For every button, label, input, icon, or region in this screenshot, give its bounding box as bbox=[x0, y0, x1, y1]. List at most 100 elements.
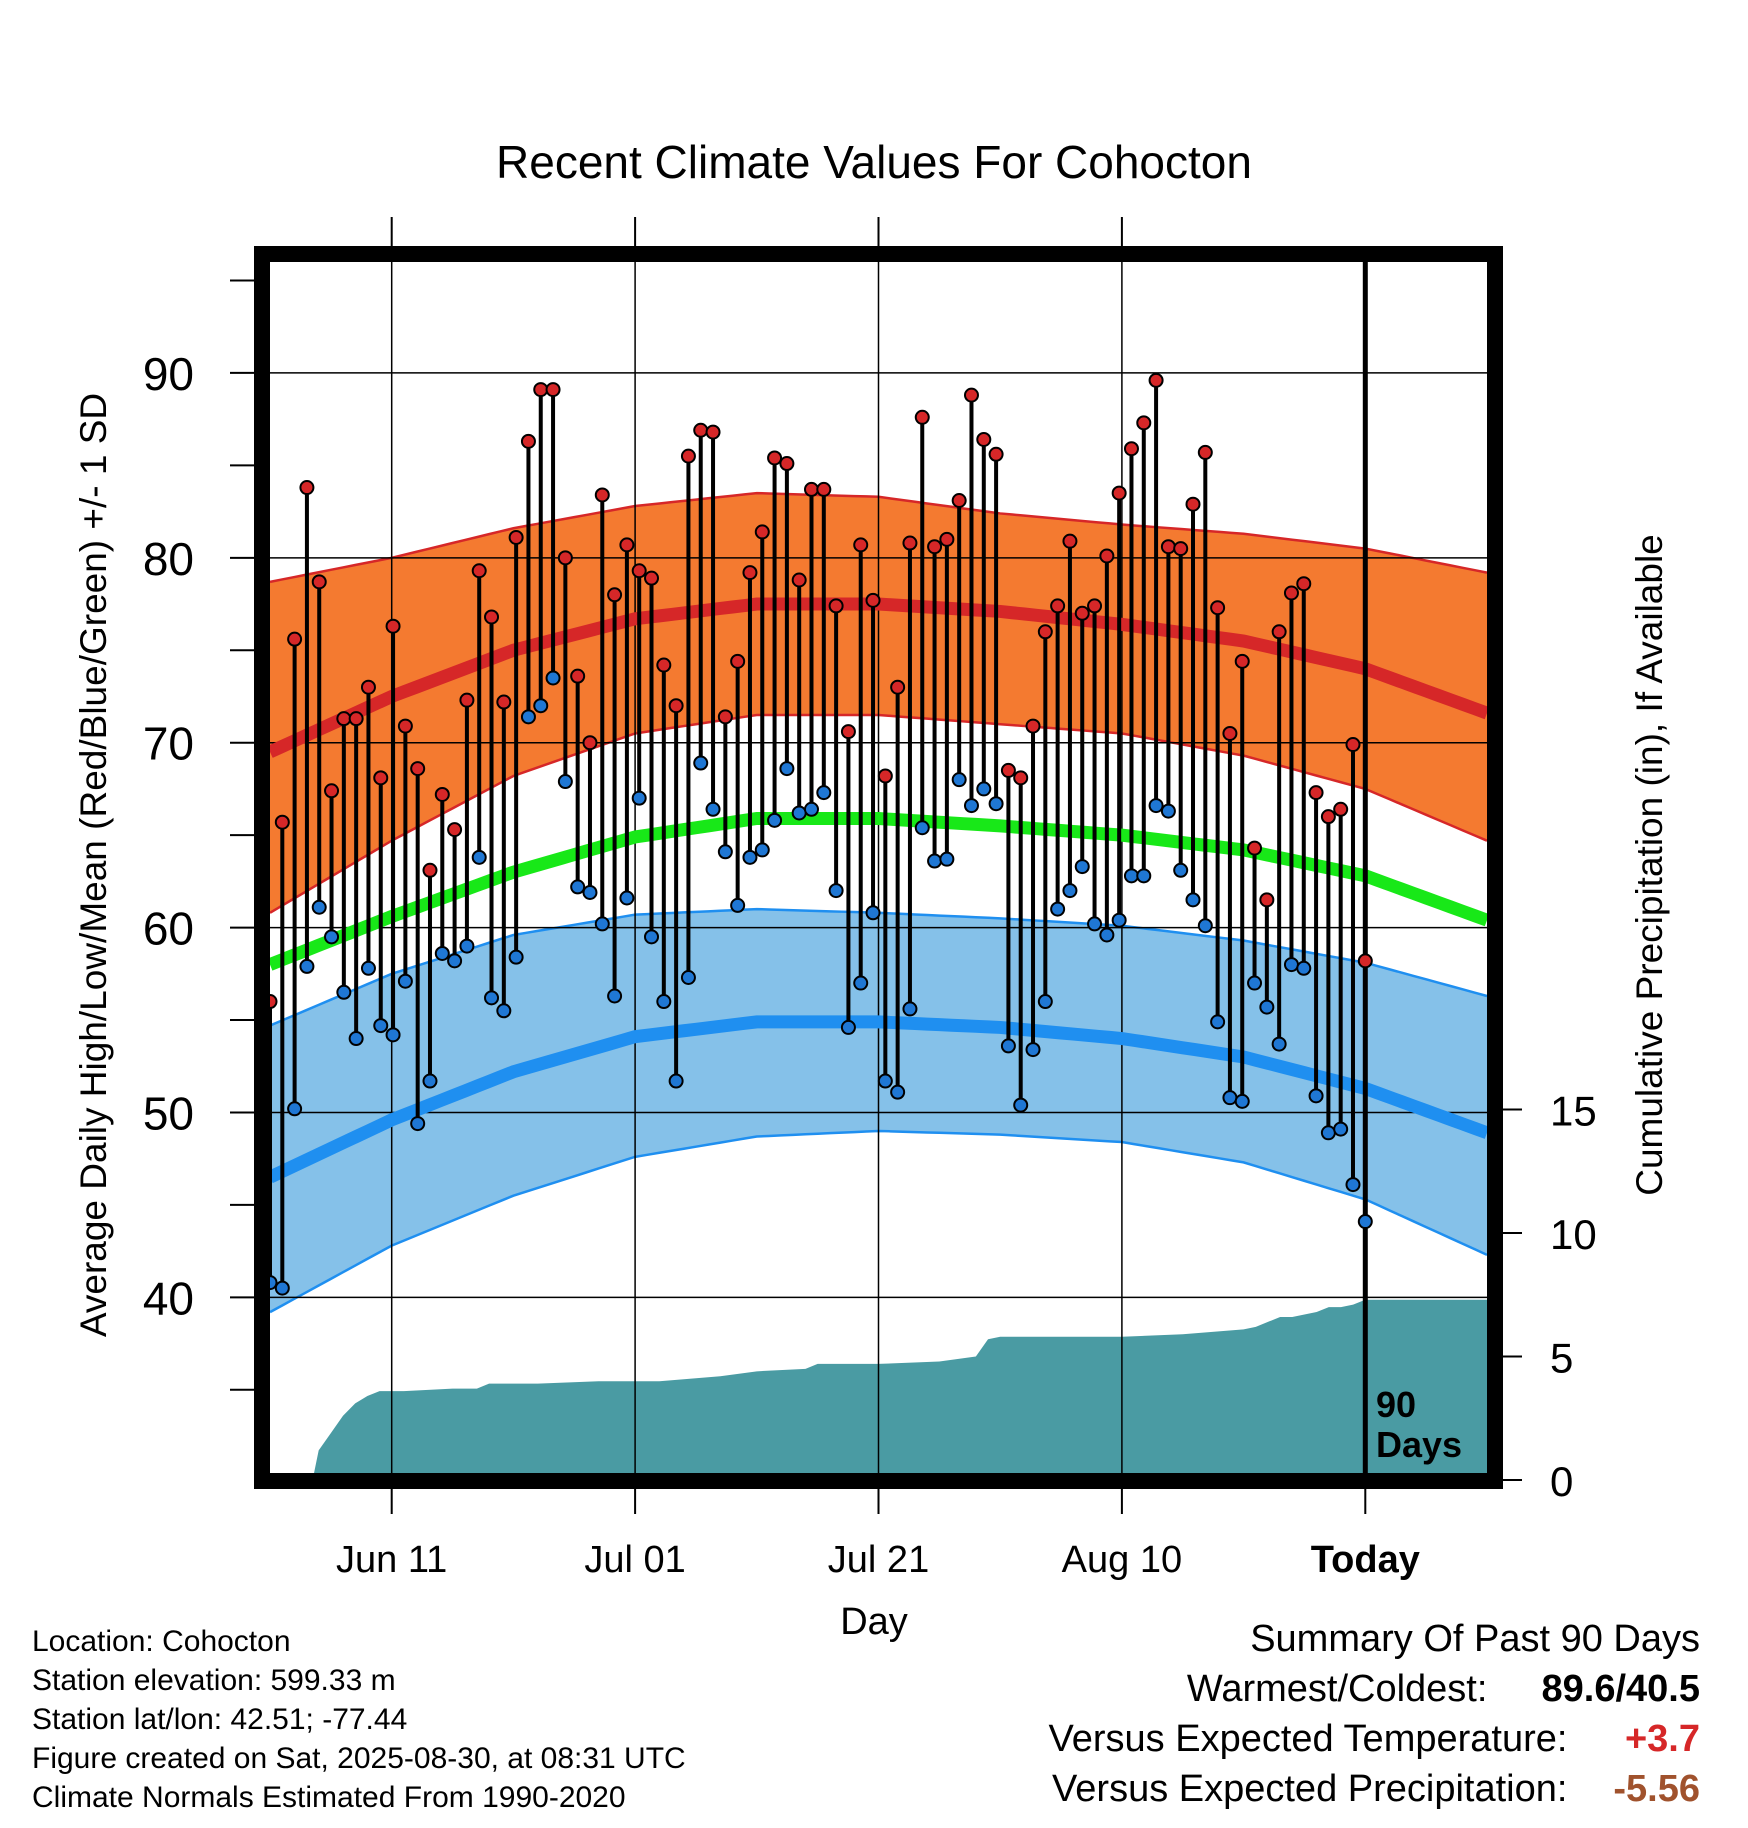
obs-low-point-82 bbox=[1271, 1036, 1287, 1052]
warmest-coldest-label: Warmest/Coldest: bbox=[1186, 1668, 1488, 1710]
obs-high-point-13 bbox=[422, 862, 438, 878]
obs-high-point-17 bbox=[471, 563, 487, 579]
today-label-line1: 90 bbox=[1376, 1384, 1416, 1425]
obs-low-point-39 bbox=[742, 849, 758, 865]
obs-high-point-34 bbox=[680, 448, 696, 464]
obs-high-point-61 bbox=[1013, 770, 1029, 786]
obs-high-point-63 bbox=[1037, 624, 1053, 640]
obs-low-point-87 bbox=[1333, 1121, 1349, 1137]
y2-axis-label: Cumulative Precipitation (in), If Availa… bbox=[1629, 534, 1670, 1196]
info-normals: Climate Normals Estimated From 1990-2020 bbox=[32, 1781, 626, 1814]
obs-high-point-2 bbox=[287, 631, 303, 647]
obs-low-point-61 bbox=[1013, 1097, 1029, 1113]
obs-high-point-44 bbox=[803, 481, 819, 497]
obs-high-point-20 bbox=[508, 529, 524, 545]
obs-high-point-81 bbox=[1259, 892, 1275, 908]
obs-low-point-59 bbox=[988, 796, 1004, 812]
x-axis-label: Day bbox=[840, 1601, 908, 1643]
obs-high-point-21 bbox=[520, 433, 536, 449]
obs-high-point-40 bbox=[754, 524, 770, 540]
info-elevation: Station elevation: 599.33 m bbox=[32, 1664, 396, 1697]
obs-high-point-66 bbox=[1074, 605, 1090, 621]
obs-high-point-55 bbox=[939, 531, 955, 547]
obs-low-point-12 bbox=[410, 1116, 426, 1132]
y2-tick-label-10: 10 bbox=[1550, 1211, 1597, 1258]
obs-high-point-73 bbox=[1160, 539, 1176, 555]
y-axis-label: Average Daily High/Low/Mean (Red/Blue/Gr… bbox=[73, 393, 114, 1337]
obs-low-point-10 bbox=[385, 1027, 401, 1043]
obs-high-point-37 bbox=[717, 709, 733, 725]
obs-high-point-4 bbox=[311, 574, 327, 590]
info-latlon: Station lat/lon: 42.51; -77.44 bbox=[32, 1703, 408, 1736]
obs-low-point-79 bbox=[1234, 1093, 1250, 1109]
obs-high-point-89 bbox=[1357, 953, 1373, 969]
summary-temp: Versus Expected Temperature: +3.7 bbox=[1049, 1714, 1700, 1764]
obs-low-point-65 bbox=[1062, 883, 1078, 899]
obs-high-point-1 bbox=[274, 814, 290, 830]
obs-low-point-64 bbox=[1050, 901, 1066, 917]
obs-low-point-48 bbox=[853, 975, 869, 991]
value-separator: / bbox=[1615, 1668, 1627, 1710]
obs-low-point-81 bbox=[1259, 999, 1275, 1015]
obs-low-point-51 bbox=[890, 1084, 906, 1100]
obs-high-point-19 bbox=[496, 694, 512, 710]
precip-label: Versus Expected Precipitation: bbox=[1052, 1768, 1568, 1810]
obs-low-point-21 bbox=[520, 709, 536, 725]
obs-high-point-39 bbox=[742, 565, 758, 581]
obs-high-point-45 bbox=[816, 481, 832, 497]
obs-low-point-58 bbox=[976, 781, 992, 797]
obs-low-point-3 bbox=[299, 958, 315, 974]
y2-tick-label-5: 5 bbox=[1550, 1335, 1573, 1382]
obs-low-point-84 bbox=[1296, 960, 1312, 976]
obs-low-point-30 bbox=[631, 790, 647, 806]
obs-low-point-76 bbox=[1197, 918, 1213, 934]
obs-low-point-80 bbox=[1247, 975, 1263, 991]
obs-low-point-71 bbox=[1136, 868, 1152, 884]
obs-high-point-86 bbox=[1320, 809, 1336, 825]
obs-low-point-83 bbox=[1283, 957, 1299, 973]
obs-low-point-66 bbox=[1074, 859, 1090, 875]
obs-high-point-54 bbox=[927, 539, 943, 555]
obs-high-point-3 bbox=[299, 480, 315, 496]
obs-low-point-28 bbox=[607, 988, 623, 1004]
obs-low-point-35 bbox=[693, 755, 709, 771]
obs-high-point-52 bbox=[902, 535, 918, 551]
obs-low-point-14 bbox=[434, 945, 450, 961]
obs-high-point-51 bbox=[890, 679, 906, 695]
obs-low-point-73 bbox=[1160, 803, 1176, 819]
obs-high-point-85 bbox=[1308, 785, 1324, 801]
obs-low-point-27 bbox=[594, 916, 610, 932]
obs-high-point-33 bbox=[668, 698, 684, 714]
obs-low-point-41 bbox=[767, 812, 783, 828]
obs-high-point-28 bbox=[607, 587, 623, 603]
x-tick-label-4: Today bbox=[1311, 1539, 1420, 1581]
obs-low-point-52 bbox=[902, 1001, 918, 1017]
obs-low-point-85 bbox=[1308, 1088, 1324, 1104]
obs-low-point-38 bbox=[730, 897, 746, 913]
obs-high-point-57 bbox=[963, 387, 979, 403]
obs-high-point-79 bbox=[1234, 653, 1250, 669]
obs-low-point-43 bbox=[791, 805, 807, 821]
temp-value: +3.7 bbox=[1624, 1718, 1700, 1760]
obs-low-point-34 bbox=[680, 970, 696, 986]
x-tick-label-1: Jul 01 bbox=[584, 1539, 685, 1581]
obs-high-point-35 bbox=[693, 422, 709, 438]
observations bbox=[262, 372, 1373, 1296]
warmest-coldest-value: 89.6/40.5 bbox=[1524, 1664, 1701, 1714]
obs-high-point-22 bbox=[533, 382, 549, 398]
obs-high-point-56 bbox=[951, 493, 967, 509]
obs-high-point-71 bbox=[1136, 415, 1152, 431]
obs-high-point-42 bbox=[779, 456, 795, 472]
obs-low-point-60 bbox=[1000, 1038, 1016, 1054]
obs-low-point-31 bbox=[644, 929, 660, 945]
y2-tick-label-0: 0 bbox=[1550, 1458, 1573, 1505]
obs-low-point-13 bbox=[422, 1073, 438, 1089]
obs-high-point-7 bbox=[348, 711, 364, 727]
obs-high-point-12 bbox=[410, 761, 426, 777]
y-tick-label-80: 80 bbox=[143, 533, 194, 585]
obs-high-point-29 bbox=[619, 537, 635, 553]
obs-low-point-36 bbox=[705, 801, 721, 817]
obs-low-point-6 bbox=[336, 984, 352, 1000]
